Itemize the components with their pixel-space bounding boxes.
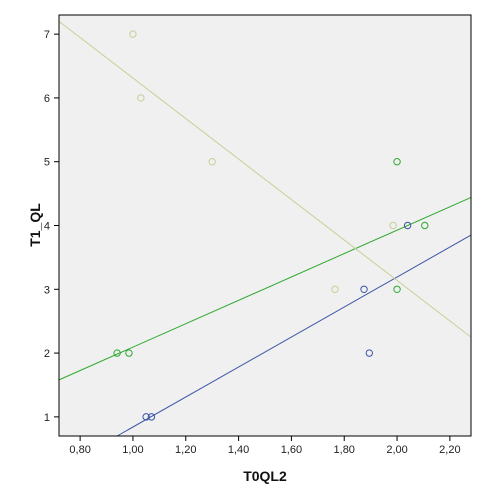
y-tick-label: 7 (44, 29, 50, 41)
x-axis-title: T0QL2 (243, 468, 287, 484)
data-points (113, 30, 429, 421)
y-axis-title: T1_QL (27, 203, 43, 247)
fit-line-2 (58, 196, 472, 381)
x-tick-label: 1,00 (122, 444, 143, 456)
y-tick-label: 1 (44, 412, 50, 424)
data-point (403, 221, 412, 230)
data-point (365, 349, 374, 357)
data-point (129, 30, 137, 38)
fit-line-3 (58, 20, 472, 338)
data-point (147, 413, 156, 421)
x-tick-label: 1,40 (228, 444, 249, 456)
x-tick-label: 2,00 (386, 444, 407, 456)
data-point (113, 349, 121, 357)
x-tick-label: 1,80 (334, 444, 355, 456)
data-point (331, 285, 339, 293)
data-point (142, 413, 150, 421)
data-point (137, 94, 145, 102)
y-tick-label: 4 (44, 221, 50, 233)
data-point (393, 158, 401, 166)
data-point (208, 158, 216, 166)
data-point (360, 285, 368, 293)
y-tick-label: 5 (44, 157, 50, 169)
fit-line-1 (116, 234, 472, 437)
x-tick-label: 1,60 (281, 444, 302, 456)
x-axis-ticks: 0,80 1,00 1,20 1,40 1,60 1,80 2,00 2,20 (69, 436, 461, 456)
data-point (393, 285, 401, 293)
x-tick-label: 2,20 (439, 444, 460, 456)
data-point (421, 221, 429, 230)
y-tick-label: 6 (44, 93, 50, 105)
fit-lines (58, 20, 472, 437)
y-axis-ticks: 1 2 3 4 5 6 7 (44, 29, 59, 424)
data-point (389, 221, 397, 230)
plot-background (59, 15, 471, 436)
data-point (125, 349, 133, 357)
x-tick-label: 1,20 (175, 444, 196, 456)
y-tick-label: 2 (44, 348, 50, 360)
y-tick-label: 3 (44, 284, 50, 296)
x-tick-label: 0,80 (69, 444, 90, 456)
